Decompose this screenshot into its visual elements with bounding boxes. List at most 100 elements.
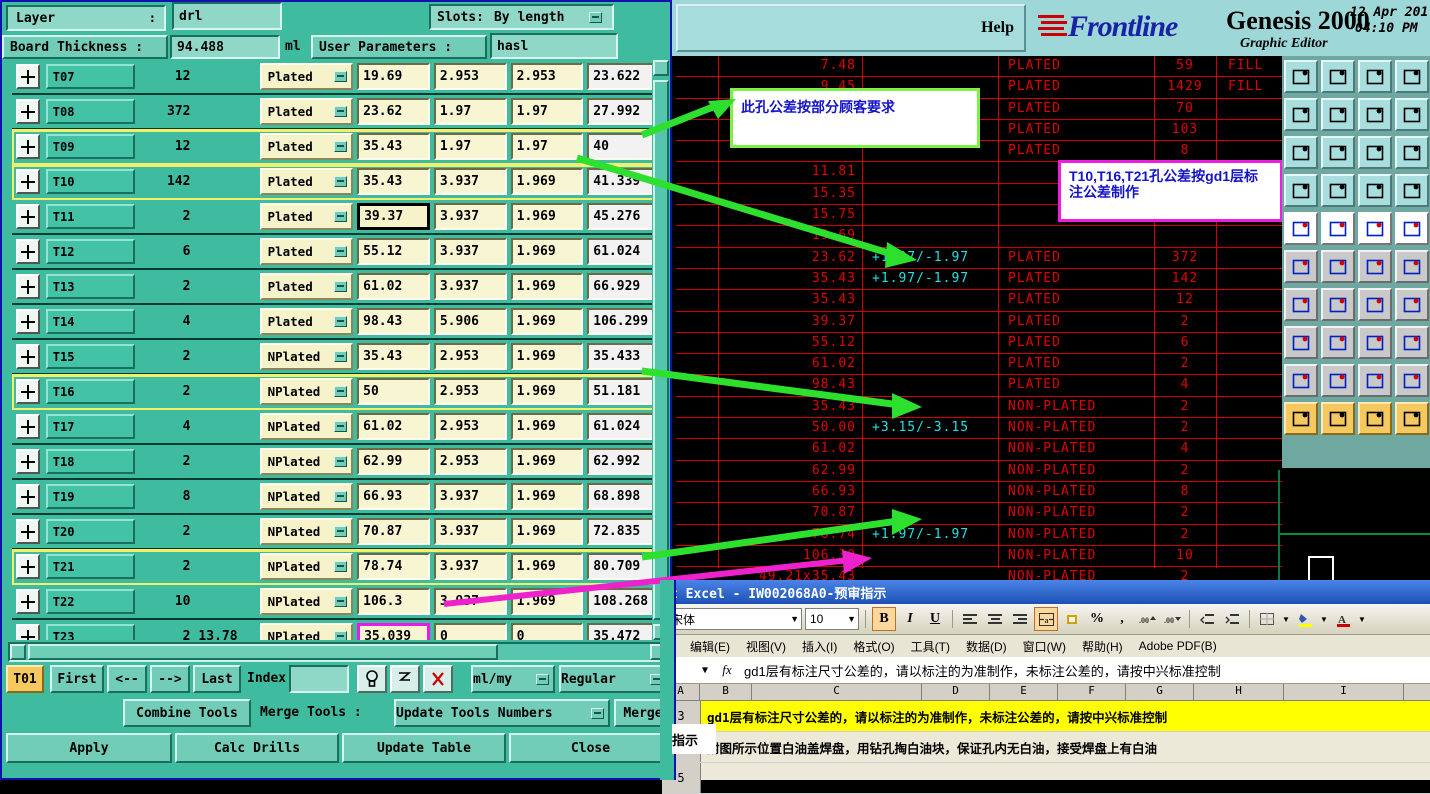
callout-magenta[interactable]: T10,T16,T21孔公差按gd1层标注公差制作 [1058,160,1283,222]
table-row[interactable]: T19 8 NPlated 66.93 3.937 1.969 68.898 [12,480,660,515]
curve-icon[interactable] [390,665,420,693]
excel-menu-item[interactable]: 视图(V) [746,639,786,654]
cell-d1[interactable]: 19.69 [357,63,430,90]
cell-d1[interactable]: 35.039 [357,623,430,640]
table-row[interactable]: T08 372 Plated 23.62 1.97 1.97 27.992 [12,95,660,130]
cell-count[interactable]: 12 [174,139,191,154]
cell-d2[interactable]: 2.953 [433,413,507,440]
type-dropdown-icon[interactable] [334,421,348,432]
cell-d1[interactable]: 70.87 [357,518,430,545]
excel-menu-item[interactable]: 窗口(W) [1022,639,1066,654]
cell-type-select[interactable]: Plated [259,98,354,125]
fit-all-icon[interactable] [1321,136,1355,169]
drill-table-row[interactable]: 15.75 [676,205,1282,227]
excel-rows[interactable]: 3gd1层有标注尺寸公差的，请以标注的为准制作，未标注公差的，请按中兴标准控制4… [662,701,1430,794]
excel-column-header[interactable]: E [990,684,1058,700]
update-table-button[interactable]: Update Table [342,733,506,763]
board-thickness-input[interactable]: 94.488 [170,35,280,59]
type-dropdown-icon[interactable] [334,561,348,572]
cell-d2[interactable]: 2.953 [433,448,507,475]
cell-type-select[interactable]: Plated [259,308,354,335]
excel-menu-item[interactable]: 格式(O) [853,639,895,654]
cell-d1[interactable]: 62.99 [357,448,430,475]
cell-d2[interactable]: 3.937 [433,203,507,230]
cell-d2[interactable]: 3.937 [433,273,507,300]
cell-d1[interactable]: 50 [357,378,430,405]
increase-decimal-icon[interactable]: .00 [1136,608,1158,630]
user-parameters-input[interactable]: hasl [490,33,618,59]
bulb-icon[interactable] [357,665,387,693]
cell-d1[interactable]: 61.02 [357,413,430,440]
drill-table-row[interactable]: 66.93 NON-PLATED 8 [676,482,1282,504]
font-size-combo[interactable]: 10 ▼ [805,608,859,630]
align-left-icon[interactable] [959,608,981,630]
cell-slot[interactable]: 13.78 [198,629,238,640]
cell-count[interactable]: 2 [182,384,191,399]
scroll-left-arrow-icon[interactable] [10,644,26,660]
cell-type-select[interactable]: NPlated [259,553,354,580]
cell-type-select[interactable]: NPlated [259,448,354,475]
excel-cell[interactable]: gd1层有标注尺寸公差的，请以标注的为准制作，未标注公差的，请按中兴标准控制 [701,701,1430,731]
help-question-icon[interactable] [1395,136,1429,169]
arc-icon[interactable] [1358,288,1392,321]
cell-type-select[interactable]: Plated [259,273,354,300]
drill-table-row[interactable]: 55.12 PLATED 6 [676,333,1282,355]
scroll-up-arrow-icon[interactable] [653,60,669,76]
next-button[interactable]: --> [150,665,190,693]
expand-plus-icon[interactable] [16,134,40,159]
expand-plus-icon[interactable] [16,379,40,404]
cell-type-select[interactable]: Plated [259,203,354,230]
type-dropdown-icon[interactable] [334,106,348,117]
expand-plus-icon[interactable] [16,169,40,194]
cell-count[interactable]: 6 [182,244,191,259]
cell-d3[interactable]: 0 [510,623,584,640]
cell-d2[interactable]: 3.937 [433,168,507,195]
cell-count[interactable]: 8 [182,489,191,504]
cell-d3[interactable]: 1.97 [510,98,584,125]
expand-plus-icon[interactable] [16,484,40,509]
update-tools-dropdown-icon[interactable] [591,707,604,719]
select-pad-icon[interactable] [1395,212,1429,245]
update-tools-numbers-select[interactable]: Update Tools Numbers [394,699,610,727]
type-dropdown-icon[interactable] [334,491,348,502]
calc-drills-button[interactable]: Calc Drills [175,733,339,763]
scale-1-2-icon[interactable] [1358,136,1392,169]
cell-d3[interactable]: 1.969 [510,448,584,475]
cell-d4[interactable]: 23.622 [587,63,660,90]
excel-menu-item[interactable]: 工具(T) [910,639,950,654]
callout-green[interactable]: 此孔公差按部分顾客要求 [730,88,980,148]
expand-plus-icon[interactable] [16,589,40,614]
table-row[interactable]: T14 4 Plated 98.43 5.906 1.969 106.299 [12,305,660,340]
type-dropdown-icon[interactable] [334,631,348,640]
decrease-indent-icon[interactable] [1196,608,1218,630]
cell-type-select[interactable]: Plated [259,63,354,90]
expand-plus-icon[interactable] [16,449,40,474]
redo-path-icon[interactable] [1395,98,1429,131]
move-point-icon[interactable] [1358,250,1392,283]
fit-width-icon[interactable] [1284,136,1318,169]
cell-d4[interactable]: 35.472 [587,623,660,640]
namebox-chevron-icon[interactable]: ▼ [701,664,708,676]
drill-table-row[interactable]: 61.02 PLATED 2 [676,354,1282,376]
chevron-down-icon[interactable]: ▼ [790,614,799,624]
window-xy-icon[interactable] [1395,60,1429,93]
cell-tool-name[interactable]: T14 [45,309,135,334]
import-down-icon[interactable] [1321,60,1355,93]
excel-menu-item[interactable]: 帮助(H) [1081,639,1123,654]
cell-d3[interactable]: 1.969 [510,483,584,510]
drill-table-row[interactable]: 62.99 NON-PLATED 2 [676,461,1282,482]
cursor-arrow-icon[interactable] [1284,402,1318,435]
cell-d2[interactable]: 3.937 [433,553,507,580]
table-row[interactable]: T11 2 Plated 39.37 3.937 1.969 45.276 [12,200,660,235]
cell-type-select[interactable]: NPlated [259,378,354,405]
cell-tool-name[interactable]: T09 [45,134,135,159]
cell-d4[interactable]: 62.992 [587,448,660,475]
excel-cell[interactable] [701,763,1430,793]
excel-menubar[interactable]: 编辑(E) 视图(V) 插入(I) 格式(O) 工具(T) 数据(D) 窗口(W) 帮助(H)… [662,635,1430,657]
cell-d4[interactable]: 51.181 [587,378,660,405]
units-select[interactable]: ml/my [471,665,555,693]
drill-table-row[interactable]: 11.81 [676,162,1282,184]
cell-type-select[interactable]: Plated [259,133,354,160]
type-dropdown-icon[interactable] [334,316,348,327]
